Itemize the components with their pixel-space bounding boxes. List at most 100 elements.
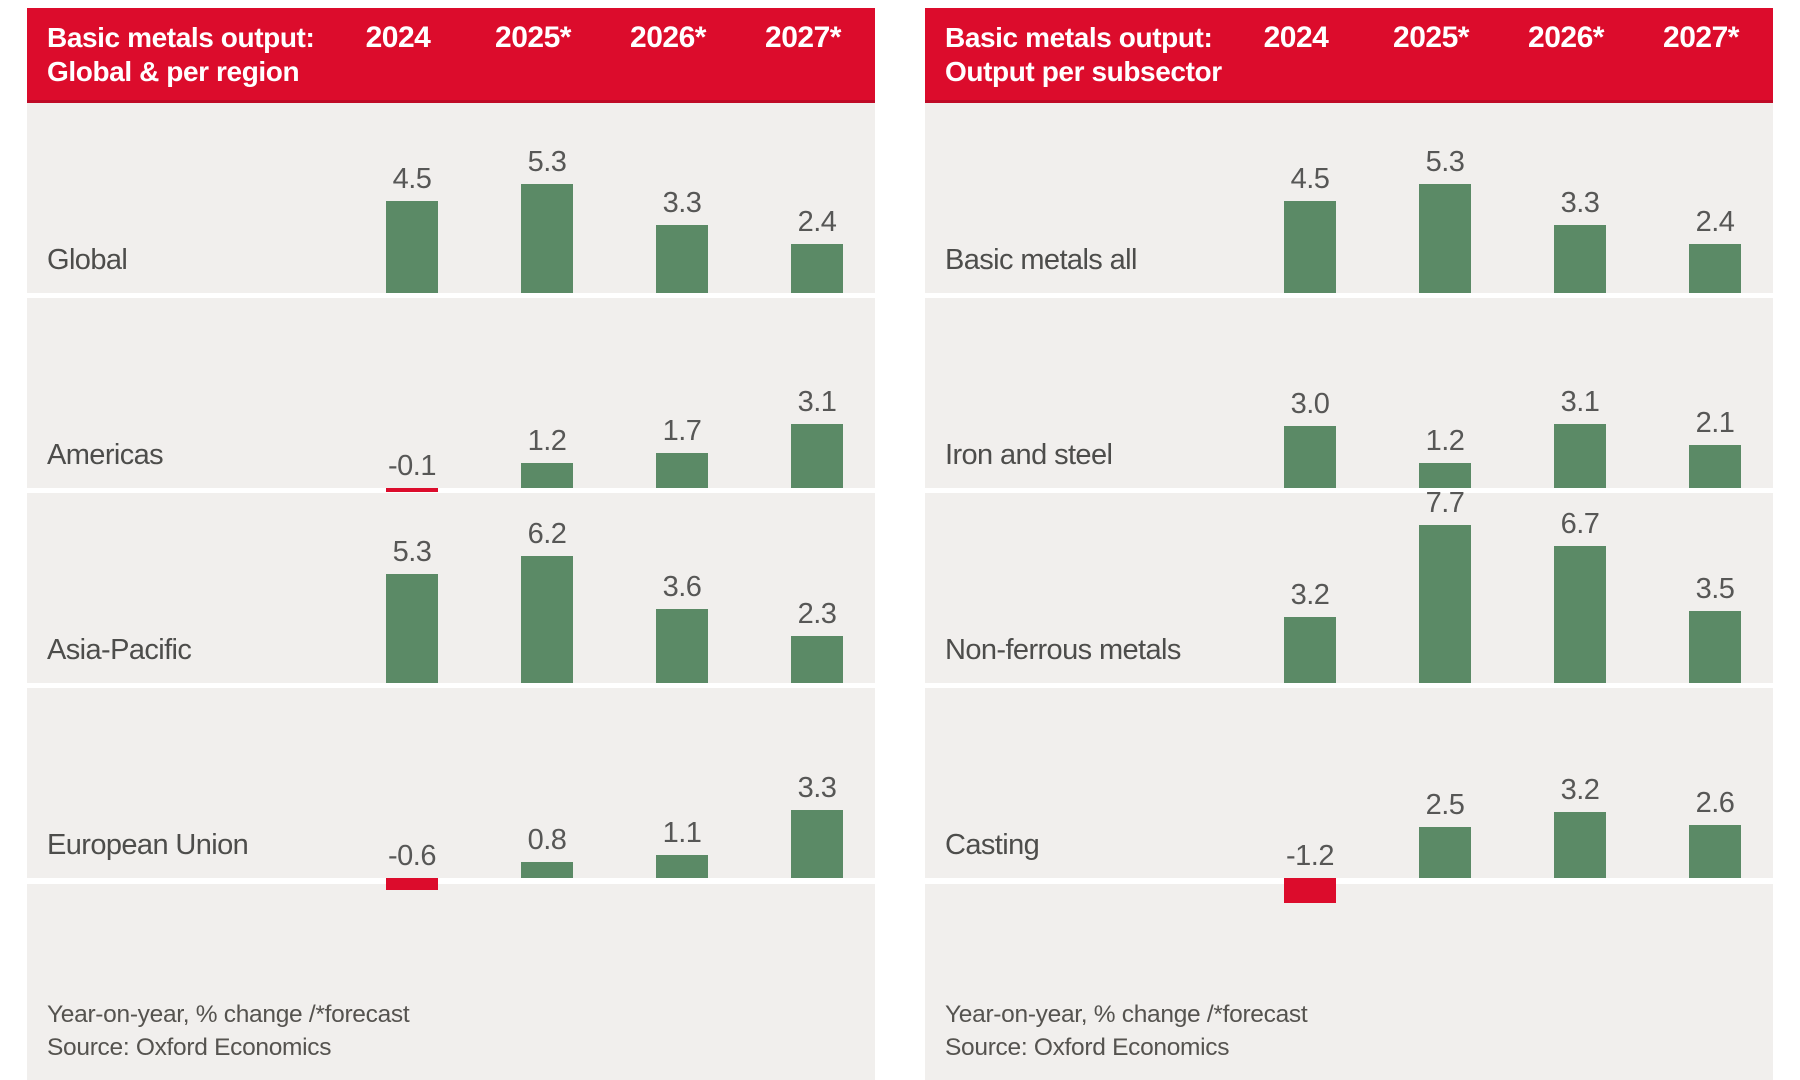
bar (521, 862, 573, 878)
bar-value-label: -1.2 (1286, 840, 1334, 872)
bar (386, 201, 438, 293)
bar (1419, 463, 1471, 488)
bar-value-label: 3.0 (1290, 388, 1330, 420)
panel-title-line1: Basic metals output: (945, 22, 1213, 53)
bar-value-label: 3.5 (1695, 573, 1735, 605)
row-label: Casting (945, 829, 1040, 861)
chart-row: Americas -0.1 1.2 1.7 3.1 (27, 298, 875, 492)
panel-footer: Year-on-year, % change /*forecast Source… (925, 884, 1773, 1080)
bar (656, 609, 708, 683)
row-label: Global (47, 244, 128, 276)
panel-footer: Year-on-year, % change /*forecast Source… (27, 884, 875, 1080)
bar (1419, 525, 1471, 683)
bar (1689, 244, 1741, 293)
year-header: 2024 (365, 21, 431, 54)
year-header: 2026* (630, 21, 706, 54)
year-header: 2027* (765, 21, 841, 54)
chart-row: Non-ferrous metals 3.2 7.7 6.7 3.5 (925, 487, 1773, 683)
bar-value-label: 2.6 (1695, 787, 1735, 819)
bar (1689, 445, 1741, 488)
bar-value-label: 2.3 (797, 598, 837, 630)
bar-value-label: 2.4 (797, 206, 837, 238)
bar (1554, 225, 1606, 293)
bar (656, 225, 708, 293)
chart-panel-global-regions: Basic metals output: Global & per region… (27, 8, 875, 1080)
panel-title-line2: Output per subsector (945, 56, 1222, 88)
year-header: 2025* (1393, 21, 1469, 54)
bar-value-label: 3.1 (1560, 386, 1600, 418)
bar-value-label: 1.7 (662, 415, 702, 447)
chart-row: Global 4.5 5.3 3.3 2.4 (27, 103, 875, 293)
bar-value-label: 1.2 (1425, 425, 1465, 457)
bar-value-label: 4.5 (392, 163, 432, 195)
chart-row: Asia-Pacific 5.3 6.2 3.6 2.3 (27, 493, 875, 683)
bar-value-label: 3.1 (797, 386, 837, 418)
row-separator (27, 293, 875, 298)
bar-value-label: 3.3 (797, 772, 837, 804)
bar-value-label: 1.1 (662, 817, 702, 849)
bar-value-label: -0.1 (388, 450, 436, 482)
bar (521, 556, 573, 683)
bar (521, 463, 573, 488)
bar (1554, 812, 1606, 878)
bar-value-label: 0.8 (527, 824, 567, 856)
bar-value-label: 6.2 (527, 518, 567, 550)
footnote-block: Year-on-year, % change /*forecast Source… (47, 999, 410, 1065)
bar (791, 424, 843, 488)
bar-value-label: 5.3 (527, 146, 567, 178)
panel-header: Basic metals output: Global & per region… (27, 8, 875, 103)
panel-title: Basic metals output: Global & per region (47, 21, 315, 89)
panel-title-line2: Global & per region (47, 56, 300, 88)
bar (1419, 827, 1471, 878)
year-header: 2025* (495, 21, 571, 54)
bar (1284, 426, 1336, 488)
bar (791, 244, 843, 293)
chart-rows: Global 4.5 5.3 3.3 2.4 Americas -0.1 1.2 1.7 3.1 A… (27, 103, 875, 890)
bar-value-label: 3.3 (1560, 187, 1600, 219)
chart-row: Casting -1.2 2.5 3.2 2.6 (925, 688, 1773, 903)
bar (1689, 825, 1741, 878)
row-separator (27, 878, 875, 884)
bar (1284, 878, 1336, 903)
row-separator (925, 878, 1773, 884)
row-separator (925, 293, 1773, 298)
bar-value-label: 1.2 (527, 425, 567, 457)
bar (791, 810, 843, 878)
chart-row: European Union -0.6 0.8 1.1 3.3 (27, 688, 875, 890)
bar-value-label: 3.2 (1290, 579, 1330, 611)
bar (386, 574, 438, 683)
row-label: Iron and steel (945, 439, 1113, 471)
row-label: Basic metals all (945, 244, 1137, 276)
bar (1284, 617, 1336, 683)
bar (791, 636, 843, 683)
bar-value-label: 5.3 (392, 536, 432, 568)
chart-row: Iron and steel 3.0 1.2 3.1 2.1 (925, 298, 1773, 488)
bar-value-label: 5.3 (1425, 146, 1465, 178)
row-separator (925, 683, 1773, 688)
row-separator (27, 488, 875, 493)
bar-value-label: 7.7 (1425, 487, 1465, 519)
row-separator (925, 488, 1773, 493)
bar (521, 184, 573, 293)
bar (1554, 424, 1606, 488)
row-label: Americas (47, 439, 164, 471)
row-label: European Union (47, 829, 249, 861)
panel-title: Basic metals output: Output per subsecto… (945, 21, 1222, 89)
bar-value-label: 2.4 (1695, 206, 1735, 238)
bar-value-label: 2.5 (1425, 789, 1465, 821)
year-header: 2027* (1663, 21, 1739, 54)
bar-value-label: 3.3 (662, 187, 702, 219)
bar-value-label: 3.6 (662, 571, 702, 603)
bar-value-label: -0.6 (388, 840, 436, 872)
bar (386, 488, 438, 492)
bar (656, 855, 708, 878)
bar (1689, 611, 1741, 683)
source-line: Source: Oxford Economics (945, 1034, 1230, 1062)
row-separator (27, 683, 875, 688)
footnote: Year-on-year, % change /*forecast (945, 1001, 1308, 1029)
bar (386, 878, 438, 890)
chart-rows: Basic metals all 4.5 5.3 3.3 2.4 Iron and ste… (925, 103, 1773, 903)
row-label: Asia-Pacific (47, 634, 192, 666)
panel-header: Basic metals output: Output per subsecto… (925, 8, 1773, 103)
